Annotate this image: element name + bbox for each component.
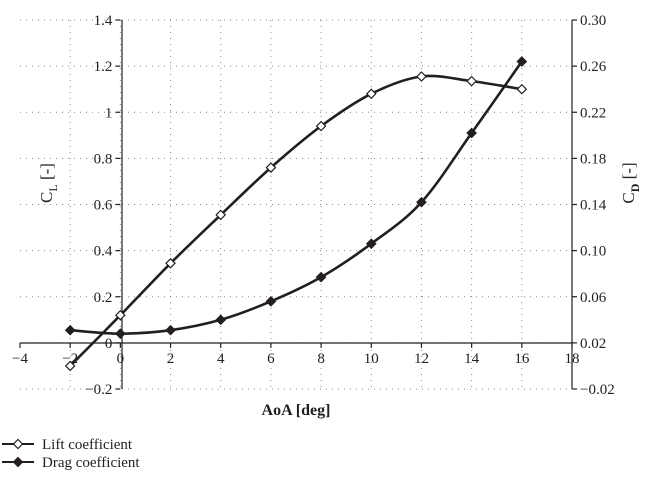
data-point-lift (365, 88, 377, 100)
legend-item-drag: Drag coefficient (2, 455, 140, 471)
x-tick-label: 10 (364, 351, 379, 367)
y-right-tick-label: 0.14 (580, 198, 607, 214)
legend-drag-marker (12, 456, 24, 468)
y-right-tick-label: 0.22 (580, 105, 606, 121)
data-point-lift (466, 75, 477, 87)
x-tick-label: 6 (267, 351, 275, 367)
x-tick-label: 8 (317, 351, 325, 367)
legend-drag-label: Drag coefficient (42, 455, 140, 471)
x-tick-label: 16 (514, 351, 530, 367)
legend-item-lift: Lift coefficient (2, 437, 133, 453)
data-point-lift (315, 120, 327, 132)
y-axis-left-title: CL [-] (37, 163, 60, 203)
y-right-tick-label: 0.10 (580, 244, 606, 260)
y-right-tick-label: 0.18 (580, 151, 606, 167)
y-axis-right-title-sub: D (628, 183, 642, 192)
data-point-lift (64, 360, 76, 372)
y-left-tick-label: 0.2 (94, 290, 113, 306)
x-tick-label: 18 (565, 351, 580, 367)
y-axis-right-title-main: C (619, 192, 638, 203)
y-axis-left-title-sub: L (46, 184, 60, 191)
x-tick-label: 0 (117, 351, 125, 367)
legend-lift-marker (12, 438, 24, 450)
y-left-tick-label: 0.6 (94, 198, 113, 214)
data-point-drag (115, 328, 126, 339)
x-tick-label: −4 (12, 351, 28, 367)
data-point-drag (516, 56, 528, 67)
series-line-drag (70, 60, 523, 335)
y-right-tick-label: 0.30 (580, 13, 606, 29)
y-axis-right-title: CD [-] (619, 162, 642, 203)
y-right-tick-label: 0.26 (580, 59, 607, 75)
data-point-lift (265, 162, 277, 173)
series-layer (64, 56, 528, 372)
data-point-drag (315, 271, 327, 283)
data-point-lift (165, 257, 176, 269)
data-point-lift (416, 71, 427, 82)
y-left-tick-label: 0 (105, 336, 113, 352)
data-point-drag (365, 238, 377, 250)
y-left-tick-label: −0.2 (85, 382, 112, 398)
y-axis-left-title-suffix: [-] (37, 163, 56, 184)
y-left-tick-label: 0.8 (94, 151, 113, 167)
y-left-tick-label: 1.2 (94, 59, 113, 75)
y-left-tick-label: 1.4 (94, 13, 113, 29)
data-point-drag (64, 324, 76, 336)
y-right-tick-label: 0.02 (580, 336, 606, 352)
y-axis-right-title-suffix: [-] (619, 162, 638, 183)
x-tick-label: 12 (414, 351, 429, 367)
x-axis-title: AoA [deg] (262, 402, 331, 419)
y-left-tick-label: 1 (105, 105, 113, 121)
data-point-drag (165, 324, 176, 336)
data-point-lift (115, 309, 126, 321)
ticks: −0.200.20.40.60.811.21.4−4 −2 0 2 4 6 8 10 12 14 1… (12, 13, 615, 398)
legend-lift-label: Lift coefficient (42, 437, 133, 453)
y-right-tick-label: 0.06 (580, 290, 607, 306)
series-line-lift (69, 74, 523, 367)
x-tick-label: 4 (217, 351, 225, 367)
x-tick-label: 14 (464, 351, 480, 367)
data-point-drag (466, 127, 477, 139)
x-tick-label: 2 (167, 351, 175, 367)
data-point-drag (215, 314, 227, 326)
y-right-tick-label: −0.02 (580, 382, 615, 398)
data-point-drag (416, 196, 427, 208)
y-axis-left-title-main: C (37, 192, 56, 203)
data-point-lift (215, 209, 227, 221)
legend: Lift coefficient Drag coefficient (2, 437, 140, 471)
data-point-lift (516, 83, 528, 95)
y-left-tick-label: 0.4 (94, 244, 113, 260)
data-point-drag (265, 296, 277, 307)
